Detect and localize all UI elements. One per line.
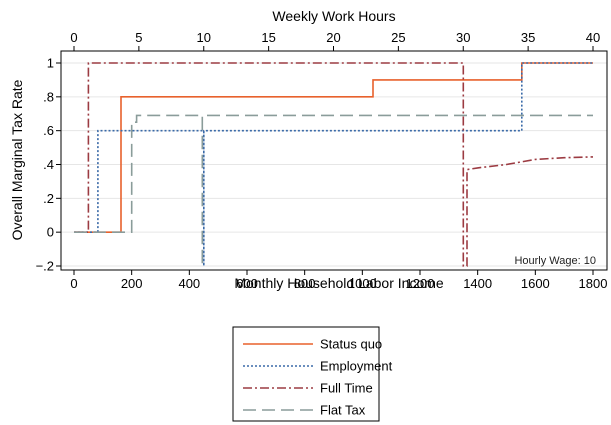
x-tick-label-800: 800 <box>294 276 316 291</box>
hourly-wage-annotation: Hourly Wage: 10 <box>514 255 596 267</box>
x-tick-label-600: 600 <box>236 276 258 291</box>
x-tick-label-400: 400 <box>178 276 200 291</box>
y-axis: 1 .8 .6 .4 .2 0 −.2 <box>36 56 61 274</box>
x-axis-title: Monthly Household Labor Income <box>234 275 444 291</box>
legend-label-0: Status quo <box>320 337 382 352</box>
top-tick-label-20: 20 <box>326 30 340 45</box>
y-axis-title: Overall Marginal Tax Rate <box>9 79 25 240</box>
legend-label-2: Full Time <box>320 381 373 396</box>
y-tick-label-2: .6 <box>43 123 54 138</box>
x-tick-label-1000: 1000 <box>348 276 377 291</box>
x-tick-label-1400: 1400 <box>463 276 492 291</box>
series-line-full-time <box>74 62 594 267</box>
top-tick-label-30: 30 <box>456 30 470 45</box>
legend-label-1: Employment <box>320 359 393 374</box>
top-tick-label-25: 25 <box>391 30 405 45</box>
x-tick-label-200: 200 <box>121 276 143 291</box>
top-tick-label-15: 15 <box>261 30 275 45</box>
bottom-x-axis: 0 200 400 600 800 1000 1200 1400 1600 1800 <box>70 270 607 291</box>
legend-label-3: Flat Tax <box>320 403 366 418</box>
series-line-employment <box>74 62 593 266</box>
x-tick-label-1200: 1200 <box>406 276 435 291</box>
y-tick-label-1: .8 <box>43 89 54 104</box>
y-tick-label-6: −.2 <box>36 259 54 274</box>
top-tick-label-40: 40 <box>586 30 600 45</box>
top-tick-label-5: 5 <box>135 30 142 45</box>
series-lines <box>74 62 594 267</box>
top-x-axis: 0 5 10 15 20 25 30 35 40 <box>70 30 600 51</box>
top-tick-label-10: 10 <box>197 30 211 45</box>
legend: Status quo Employment Full Time Flat Tax <box>243 337 393 418</box>
legend-box <box>232 326 380 422</box>
y-tick-label-0: 1 <box>47 56 54 71</box>
y-tick-label-4: .2 <box>43 191 54 206</box>
x-tick-label-1800: 1800 <box>579 276 608 291</box>
x-tick-label-0: 0 <box>70 276 77 291</box>
top-tick-label-35: 35 <box>521 30 535 45</box>
y-tick-label-3: .4 <box>43 157 54 172</box>
series-line-flat-tax <box>74 114 593 266</box>
top-axis-title: Weekly Work Hours <box>272 8 395 24</box>
x-tick-label-1600: 1600 <box>521 276 550 291</box>
top-tick-label-0: 0 <box>70 30 77 45</box>
y-tick-label-5: 0 <box>47 225 54 240</box>
